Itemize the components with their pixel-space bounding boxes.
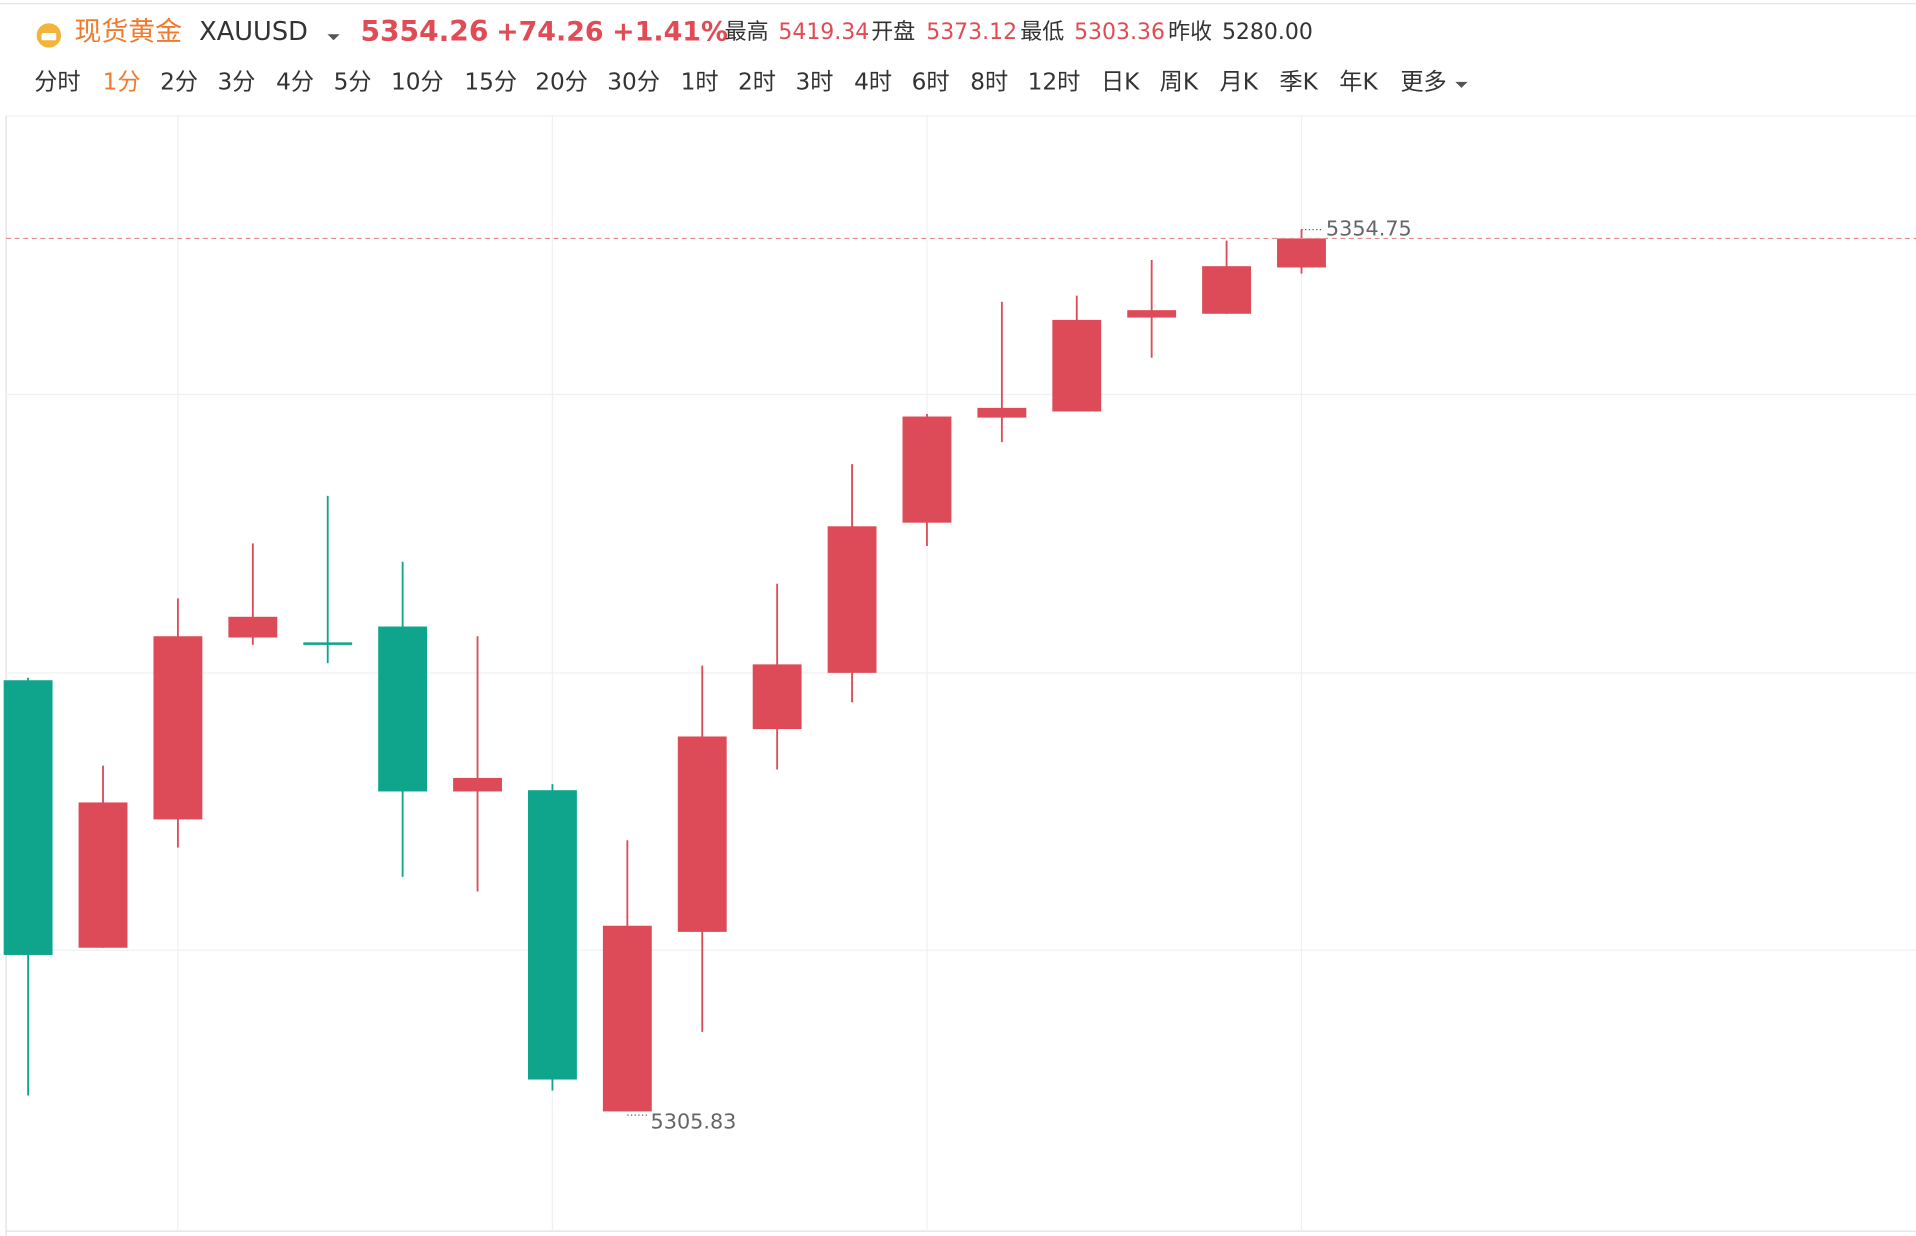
symbol-dropdown[interactable] (327, 34, 340, 41)
timeframe-tab[interactable]: 1分 (103, 69, 141, 96)
stat-value: 5280.00 (1222, 20, 1313, 45)
stat-value: 5303.36 (1074, 20, 1165, 45)
timeframe-tab[interactable]: 10分 (391, 69, 444, 96)
timeframe-tab[interactable]: 30分 (607, 69, 660, 96)
high-label: 5354.75 (1326, 217, 1412, 241)
candle-body (602, 925, 652, 1112)
stat-value: 5419.34 (778, 20, 869, 45)
candle-body (902, 416, 952, 523)
candle-body (3, 680, 53, 955)
candle-body (1052, 319, 1102, 412)
more-dropdown[interactable] (1455, 81, 1468, 88)
timeframe-tab[interactable]: 周K (1160, 69, 1199, 96)
timeframe-tab[interactable]: 3分 (218, 69, 256, 96)
price: 5354.26 (360, 15, 488, 48)
timeframe-tab[interactable]: 2分 (160, 69, 198, 96)
candle-body (677, 736, 727, 932)
timeframe-tab[interactable]: 4时 (854, 69, 892, 96)
candle-body (527, 790, 577, 1080)
timeframe-tab[interactable]: 12时 (1028, 69, 1081, 96)
candle-body (1277, 238, 1326, 268)
timeframe-tab[interactable]: 20分 (535, 69, 588, 96)
candle-body (752, 664, 802, 730)
timeframe-tab[interactable]: 分时 (34, 69, 80, 96)
stat-value: 5373.12 (926, 20, 1017, 45)
timeframe-tab[interactable]: 4分 (276, 69, 314, 96)
candle-body (827, 526, 877, 673)
timeframe-tab[interactable]: 3时 (795, 69, 833, 96)
stat-label: 开盘 (871, 20, 915, 45)
timeframe-tab[interactable]: 5分 (334, 69, 372, 96)
timeframe-tab[interactable]: 6时 (912, 69, 950, 96)
candle-body (1127, 310, 1177, 318)
timeframe-tab[interactable]: 年K (1339, 69, 1378, 96)
candle-body (453, 777, 502, 792)
stat-label: 最低 (1020, 20, 1064, 45)
timeframe-tab[interactable]: 15分 (464, 69, 517, 96)
candle-body (1202, 266, 1252, 314)
symbol[interactable]: XAUUSD (199, 17, 308, 47)
candle-body (153, 636, 203, 820)
instrument-name: 现货黄金 (75, 16, 183, 47)
timeframe-tab[interactable]: 2时 (738, 69, 776, 96)
candle-body (977, 407, 1027, 418)
low-label: 5305.83 (651, 1109, 737, 1133)
candle-body (78, 802, 128, 948)
candle-body (228, 616, 278, 638)
timeframe-tab[interactable]: 1时 (681, 69, 719, 96)
timeframe-tab[interactable]: 更多 (1400, 69, 1446, 96)
stat-label: 昨收 (1168, 20, 1212, 45)
gold-icon-bar (41, 32, 57, 41)
timeframe-tab[interactable]: 日K (1101, 69, 1140, 96)
stat-label: 最高 (725, 20, 769, 45)
timeframe-tab[interactable]: 8时 (970, 69, 1008, 96)
candle-body (303, 642, 353, 645)
change-pct: +1.41% (612, 16, 728, 47)
change: +74.26 (496, 16, 603, 47)
timeframe-tab[interactable]: 季K (1279, 69, 1318, 96)
candle-body (378, 626, 428, 792)
timeframe-tab[interactable]: 月K (1219, 69, 1258, 96)
